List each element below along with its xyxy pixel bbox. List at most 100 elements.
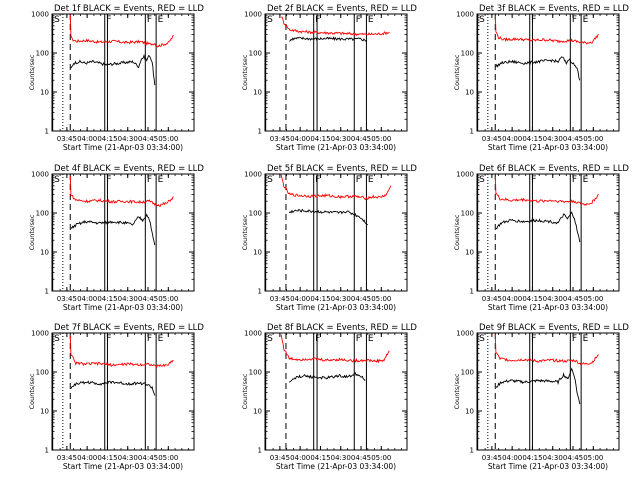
x-tick-label: 03:45 [270, 295, 290, 303]
y-tick-label: 1000 [31, 11, 49, 19]
x-tick-label: 05:00 [371, 454, 391, 462]
panel-9: Det 9f BLACK = Events, RED = LLD 1 10 100 10… [453, 323, 629, 471]
x-axis-label: Start Time (21-Apr-03 03:34:00) [276, 303, 396, 312]
x-tick-label: 04:15 [522, 454, 542, 462]
x-tick-label: 04:00 [77, 295, 97, 303]
x-axis-label: Start Time (21-Apr-03 03:34:00) [276, 143, 396, 152]
marker-label: F [531, 334, 536, 344]
panel-4: Det 4f BLACK = Events, RED = LLD 1 10 100 10… [28, 164, 204, 312]
marker-label: S [54, 15, 60, 25]
plot-frame [264, 13, 408, 132]
marker-label: F [147, 334, 152, 344]
marker-label: S [267, 175, 273, 185]
y-tick-label: 100 [461, 210, 474, 218]
panel-3: Det 3f BLACK = Events, RED = LLD 1 10 100 10… [453, 4, 629, 152]
x-tick-label: 04:45 [351, 454, 371, 462]
y-tick-label: 1000 [244, 330, 262, 338]
y-tick-label: 10 [465, 89, 474, 97]
panel-title: Det 4f BLACK = Events, RED = LLD [54, 164, 204, 174]
y-tick-label: 1 [258, 447, 262, 455]
plot-frame [476, 332, 620, 451]
x-axis-label: Start Time (21-Apr-03 03:34:00) [488, 303, 608, 312]
y-axis-label: Counts/sec [453, 373, 461, 409]
x-tick-label: 04:30 [543, 454, 563, 462]
lld-series-line [281, 16, 390, 37]
panel-title: Det 7f BLACK = Events, RED = LLD [54, 323, 204, 333]
panel-title: Det 5f BLACK = Events, RED = LLD [267, 164, 417, 174]
marker-label: F [531, 15, 536, 25]
marker-label: F [572, 334, 577, 344]
events-series-line [495, 56, 581, 81]
panel-8: Det 8f BLACK = Events, RED = LLD 1 10 100 10… [241, 323, 417, 471]
marker-label: E [158, 15, 164, 25]
y-tick-label: 100 [249, 369, 262, 377]
panel-6: Det 6f BLACK = Events, RED = LLD 1 10 100 10… [453, 164, 629, 312]
marker-label: S [54, 334, 60, 344]
x-tick-label: 03:45 [57, 135, 77, 143]
marker-label: E [158, 334, 164, 344]
y-tick-label: 1000 [456, 11, 474, 19]
plot-frame [476, 173, 620, 292]
x-tick-label: 04:45 [138, 135, 158, 143]
y-tick-label: 10 [253, 89, 262, 97]
lld-series-line [494, 16, 599, 45]
events-series-line [495, 367, 581, 405]
marker-label: F [356, 334, 361, 344]
y-tick-label: 100 [36, 50, 49, 58]
y-tick-label: 10 [40, 408, 49, 416]
x-tick-label: 03:45 [270, 135, 290, 143]
x-tick-label: 04:15 [97, 454, 117, 462]
y-axis-label: Counts/sec [453, 54, 461, 90]
x-tick-label: 04:45 [138, 295, 158, 303]
y-axis-label: Counts/sec [28, 54, 36, 90]
panel-title: Det 3f BLACK = Events, RED = LLD [479, 4, 629, 14]
marker-label: S [267, 15, 273, 25]
y-axis-label: Counts/sec [241, 214, 249, 250]
marker-label: F [531, 175, 536, 185]
marker-label: F [106, 15, 111, 25]
x-tick-label: 04:15 [310, 135, 330, 143]
y-tick-label: 10 [465, 408, 474, 416]
y-tick-label: 1 [470, 288, 474, 296]
x-tick-label: 03:45 [482, 295, 502, 303]
y-tick-label: 100 [36, 369, 49, 377]
x-tick-label: 05:00 [371, 295, 391, 303]
x-tick-label: 03:45 [482, 454, 502, 462]
y-tick-label: 1 [470, 128, 474, 136]
lld-series-line [494, 176, 599, 207]
x-tick-label: 04:15 [522, 135, 542, 143]
x-tick-label: 03:45 [270, 454, 290, 462]
lld-series-line [280, 174, 392, 200]
y-tick-label: 1 [45, 288, 49, 296]
y-tick-label: 100 [249, 210, 262, 218]
x-tick-label: 04:00 [77, 135, 97, 143]
x-tick-label: 03:45 [57, 454, 77, 462]
y-tick-label: 1000 [31, 330, 49, 338]
x-tick-label: 04:15 [97, 295, 117, 303]
x-tick-label: 03:45 [482, 135, 502, 143]
x-tick-label: 04:30 [543, 135, 563, 143]
y-tick-label: 10 [40, 89, 49, 97]
y-tick-label: 1 [45, 128, 49, 136]
plot-frame [51, 13, 195, 132]
events-series-line [289, 36, 367, 42]
panel-5: Det 5f BLACK = Events, RED = LLD 1 10 100 10… [241, 164, 417, 312]
x-tick-label: 04:00 [502, 295, 522, 303]
events-series-line [288, 208, 368, 226]
x-tick-label: 04:30 [331, 135, 351, 143]
y-axis-label: Counts/sec [28, 373, 36, 409]
x-tick-label: 04:30 [118, 454, 138, 462]
marker-label: E [583, 334, 589, 344]
x-tick-label: 04:30 [331, 454, 351, 462]
x-tick-label: 05:00 [583, 295, 603, 303]
y-tick-label: 1000 [31, 171, 49, 179]
panel-title: Det 9f BLACK = Events, RED = LLD [479, 323, 629, 333]
y-tick-label: 100 [249, 50, 262, 58]
y-tick-label: 10 [253, 249, 262, 257]
panel-title: Det 1f BLACK = Events, RED = LLD [54, 4, 204, 14]
x-tick-label: 04:15 [310, 295, 330, 303]
x-axis-label: Start Time (21-Apr-03 03:34:00) [63, 143, 183, 152]
panel-title: Det 8f BLACK = Events, RED = LLD [267, 323, 417, 333]
lld-series-line [69, 175, 174, 207]
plot-frame [264, 332, 408, 451]
